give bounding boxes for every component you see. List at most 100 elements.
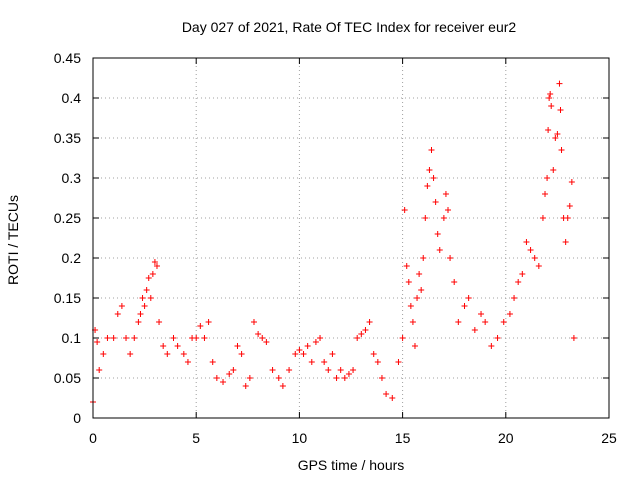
data-point [547,91,554,97]
x-tick-label: 15 [395,430,411,446]
data-point [566,203,573,209]
data-point [414,295,421,301]
y-tick-label: 0.4 [62,90,82,106]
data-point [447,255,454,261]
data-point [127,351,134,357]
x-axis-label: GPS time / hours [298,457,405,473]
marks-layer [90,80,577,405]
data-point [420,255,427,261]
data-point [321,359,328,365]
data-point [556,80,563,87]
data-point [325,367,332,373]
data-point [494,335,501,341]
data-point [422,215,429,221]
data-point [451,279,458,285]
data-point [114,311,121,317]
data-point [544,175,551,181]
chart-title: Day 027 of 2021, Rate Of TEC Index for r… [182,19,517,35]
data-point [482,319,489,325]
data-point [430,175,437,181]
x-tick-label: 20 [498,430,514,446]
data-point [308,359,315,365]
plot-frame [92,57,610,419]
data-point [531,255,538,261]
data-point [193,335,200,341]
data-point [465,295,472,301]
data-point [550,167,557,173]
data-point [426,167,433,173]
data-point [149,271,156,277]
data-point [478,311,485,317]
data-point [445,207,452,213]
data-point [432,199,439,205]
data-point [341,375,348,381]
data-point [557,107,564,113]
data-point [160,343,167,349]
x-tick-label: 10 [292,430,308,446]
data-point [141,303,148,309]
data-point [424,183,431,189]
data-point [137,311,144,317]
y-tick-label: 0 [73,410,81,426]
data-point [279,383,286,389]
data-point [275,375,282,381]
data-point [418,287,425,293]
data-point [300,351,307,357]
data-point [354,335,361,341]
data-point [131,335,138,341]
data-point [461,303,468,309]
y-tick-label: 0.2 [62,250,82,266]
data-point [110,335,117,341]
data-point [570,335,577,341]
data-point [535,263,542,269]
data-point [263,339,270,345]
data-point [255,331,262,337]
data-point [562,239,569,245]
data-point [558,147,565,153]
data-point [542,191,549,197]
data-point [409,319,416,325]
data-point [100,351,107,357]
data-point [145,275,152,281]
data-point [180,351,187,357]
data-point [442,191,449,197]
data-point [246,375,253,381]
data-point [94,339,101,345]
data-point [515,279,522,285]
y-tick-label: 0.05 [54,370,81,386]
data-point [296,347,303,353]
x-tick-label: 0 [89,430,97,446]
data-point [197,323,204,329]
data-point [436,247,443,253]
data-point [226,371,233,377]
data-point [370,351,377,357]
data-point [350,367,357,373]
y-tick-label: 0.3 [62,170,82,186]
data-point [170,335,177,341]
grid-layer [93,58,609,418]
data-point [174,343,181,349]
x-tick-label: 5 [192,430,200,446]
data-point [539,215,546,221]
data-point [434,231,441,237]
data-point [545,127,552,133]
data-point [201,335,208,341]
data-point [333,375,340,381]
data-point [242,383,249,389]
data-point [366,319,373,325]
data-point [96,367,103,373]
data-point [304,343,311,349]
data-point [548,103,555,109]
data-point [362,327,369,333]
data-point [329,351,336,357]
data-point [403,263,410,269]
data-point [151,259,158,265]
data-point [345,371,352,377]
data-point [428,147,435,153]
data-point [118,303,125,309]
data-point [220,379,227,385]
data-point [440,215,447,221]
data-point [213,375,220,381]
data-point [164,351,171,357]
